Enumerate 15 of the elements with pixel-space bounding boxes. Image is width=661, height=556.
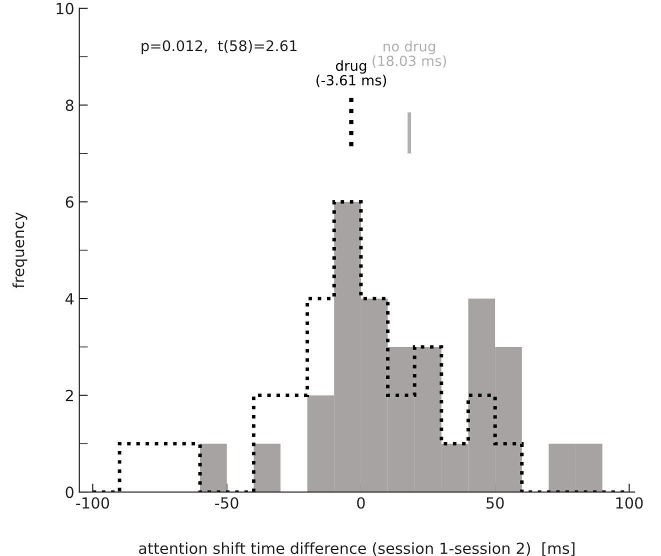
annotation: p=0.012, t(58)=2.61: [142, 40, 297, 54]
x-axis-title: attention shift time difference (session 1-session 2) [ms]: [139, 542, 574, 556]
y-tick-label: 8: [66, 100, 74, 112]
x-tick-label: 0: [357, 497, 365, 509]
x-tick-label: -100: [76, 497, 110, 509]
x-tick-label: -50: [215, 497, 238, 509]
y-tick-label: 6: [66, 196, 74, 208]
ref-line-label: no drug (18.03 ms): [372, 40, 446, 68]
y-axis-title: frequency: [12, 212, 28, 288]
y-tick-label: 2: [66, 390, 73, 402]
x-tick-label: 50: [486, 497, 504, 509]
y-tick-label: 10: [56, 2, 74, 14]
y-tick-label: 0: [66, 486, 74, 498]
x-tick-label: 100: [616, 497, 643, 509]
y-tick-label: 4: [65, 293, 74, 304]
